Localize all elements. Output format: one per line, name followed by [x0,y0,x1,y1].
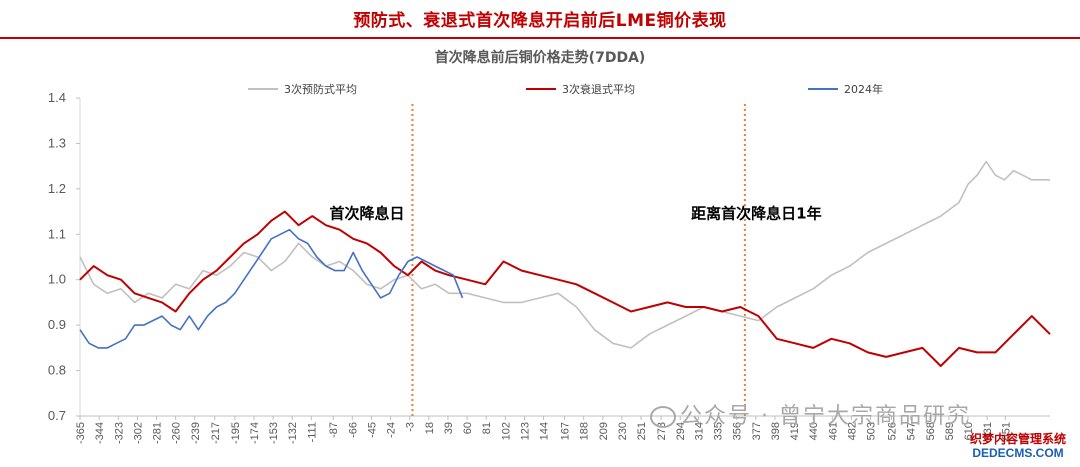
x-tick-label: -3 [405,422,417,432]
x-tick-label: -239 [190,422,202,444]
x-tick-label: 419 [789,422,801,440]
wechat-icon [650,406,676,428]
y-tick-label: 1.4 [48,90,66,105]
stamp-line1: 织梦内容管理系统 [969,432,1066,446]
x-tick-label: 102 [500,422,512,440]
x-tick-label: -302 [132,422,144,444]
y-tick-label: 0.9 [48,317,66,332]
y-tick-label: 1.1 [48,226,66,241]
stamp-line2: DEDECMS.COM [972,446,1064,460]
x-tick-label: 209 [598,422,610,440]
x-tick-label: 230 [617,422,629,440]
legend-label: 2024年 [844,82,883,96]
report-title: 预防式、衰退式首次降息开启前后LME铜价表现 [353,11,727,31]
chart-title: 首次降息前后铜价格走势(7DDA) [435,49,646,66]
title-rule [0,37,1080,39]
annotation-label: 首次降息日 [330,204,405,222]
x-tick-label: 461 [827,422,839,440]
series-line-preventive [79,160,1050,349]
x-tick-label: 503 [866,422,878,440]
x-tick-label: -153 [268,422,280,444]
x-tick-label: -45 [366,422,378,438]
legend: 3次预防式平均 3次衰退式平均 2024年 [248,82,883,96]
y-tick-label: 1.2 [48,181,66,196]
x-tick-label: 440 [808,422,820,440]
site-stamp: 织梦内容管理系统 DEDECMS.COM [962,432,1074,462]
annotations: 首次降息日 距离首次降息日1年 [330,204,822,222]
x-tick-label: 144 [539,422,551,440]
x-tick-label: -195 [230,422,242,444]
x-tick-label: 589 [944,422,956,440]
x-tick-label: 631 [982,422,994,440]
annotation-label: 距离首次降息日1年 [691,204,821,222]
x-tick-label: -132 [287,422,299,444]
x-tick-label: 482 [846,422,858,440]
x-tick-label: -260 [171,422,183,444]
x-tick-label: -66 [347,422,359,438]
plot-area [79,104,1051,416]
x-tick-label: 167 [560,422,572,440]
x-tick-label: 123 [519,422,531,440]
x-tick-label: -323 [113,422,125,444]
x-tick-label: 314 [693,422,705,440]
series-line-2024 [79,228,464,349]
legend-label: 3次衰退式平均 [562,82,635,96]
x-tick-label: 81 [481,422,493,434]
x-tick-label: 60 [462,422,474,434]
x-tick-label: 610 [963,422,975,440]
copper-price-chart: 首次降息前后铜价格走势(7DDA) 3次预防式平均 3次衰退式平均 2024年 0.… [48,49,1051,444]
x-tick-label: 335 [713,422,725,440]
x-tick-label: -344 [94,422,106,444]
watermark-text: 公众号 · 曾宁大宗商品研究 [680,404,971,429]
x-tick-label: 188 [579,422,591,440]
x-tick-label: 398 [770,422,782,440]
y-tick-label: 1.0 [48,272,66,287]
x-tick-label: 651 [1000,422,1012,440]
y-tick-label: 0.7 [48,408,66,423]
legend-label: 3次预防式平均 [284,82,357,96]
x-tick-label: 18 [424,422,436,434]
series-line-recession [79,210,1051,367]
y-tick-label: 1.3 [48,135,66,150]
x-tick-label: 547 [906,422,918,440]
x-tick-label: -111 [306,422,318,442]
x-tick-label: 251 [636,422,648,440]
x-tick-label: 356 [732,422,744,440]
x-tick-label: -365 [75,422,87,444]
y-tick-label: 0.8 [48,363,66,378]
report-header: 预防式、衰退式首次降息开启前后LME铜价表现 [0,0,1080,39]
x-tick-label: -217 [210,422,222,444]
axes: 0.7 0.8 0.9 1.0 1.1 1.2 1.3 1.4 -365 -344 -323 -302… [48,90,1050,444]
x-tick-label: -87 [328,422,340,438]
x-tick-label: -24 [386,422,398,438]
x-tick-label: 568 [925,422,937,440]
x-tick-label: -281 [152,422,164,444]
x-tick-label: 377 [751,422,763,440]
watermark: 公众号 · 曾宁大宗商品研究 [650,398,971,430]
x-tick-label: 526 [887,422,899,440]
x-tick-label: -174 [249,422,261,444]
x-tick-label: 294 [675,422,687,440]
x-tick-label: 39 [443,422,455,434]
